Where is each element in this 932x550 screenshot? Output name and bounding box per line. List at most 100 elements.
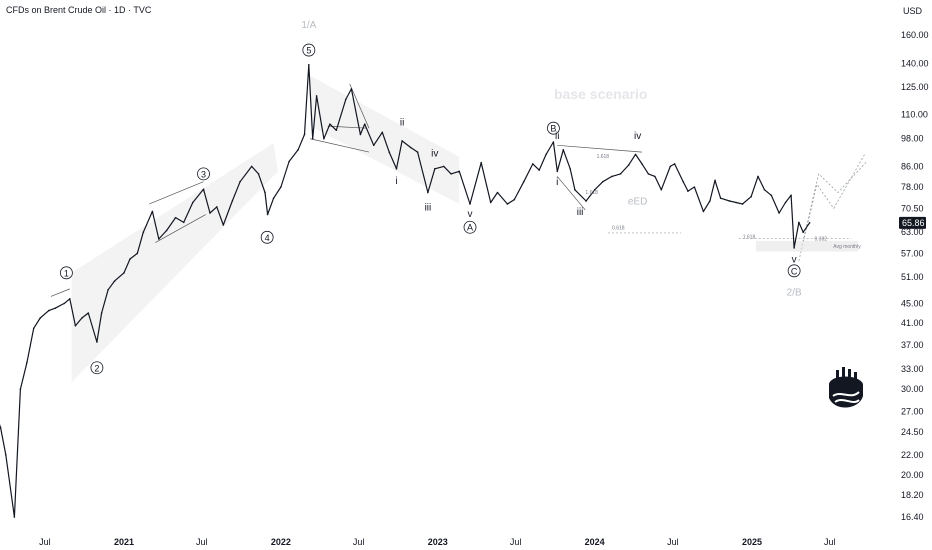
price-point	[323, 137, 325, 140]
price-point	[288, 160, 290, 163]
x-tick-label: 2024	[585, 537, 605, 547]
y-tick-label: 70.50	[901, 203, 924, 213]
price-point	[209, 212, 211, 214]
price-point	[74, 324, 77, 327]
price-point	[714, 179, 716, 182]
price-point	[47, 309, 50, 312]
price-point	[627, 164, 630, 166]
price-point	[693, 186, 696, 188]
price-point	[231, 200, 234, 202]
wave-label-circle	[197, 167, 210, 181]
price-point	[69, 297, 71, 300]
currency-label: USD	[902, 6, 922, 16]
wave-trendline	[149, 181, 204, 205]
wave-label: i	[395, 176, 397, 187]
price-point	[222, 224, 225, 226]
price-point	[709, 200, 711, 202]
price-point	[433, 168, 436, 170]
price-point	[335, 129, 338, 132]
wave-label: ii	[400, 118, 404, 129]
x-tick-label: Jul	[510, 537, 522, 547]
price-point	[191, 201, 194, 204]
y-tick-label: 86.00	[901, 161, 924, 171]
fib-label: 0.618	[612, 226, 625, 232]
x-tick-label: 2025	[742, 537, 762, 547]
price-point	[96, 341, 98, 343]
wave-label: iv	[634, 131, 641, 142]
wave-label: i	[556, 177, 558, 188]
price-point	[719, 197, 722, 199]
price-point	[522, 180, 525, 183]
price-point	[250, 165, 253, 168]
fib-label: 1.618	[585, 190, 598, 196]
price-point	[634, 153, 637, 156]
price-point	[297, 149, 299, 151]
y-tick-label: 160.00	[901, 30, 929, 40]
y-tick-label: 110.00	[901, 109, 928, 119]
diagonal-line	[557, 144, 642, 153]
fib-label: 1.618	[743, 234, 756, 240]
price-point	[647, 173, 650, 175]
scenario-label: base scenario	[554, 86, 647, 102]
price-point	[496, 191, 499, 194]
price-point	[19, 388, 22, 391]
chart-title: CFDs on Brent Crude Oil · 1D · TVC	[6, 5, 152, 15]
projection-path	[798, 154, 865, 262]
price-point	[687, 190, 689, 192]
price-point	[87, 312, 90, 314]
price-point	[409, 146, 412, 149]
wave-label-circle	[302, 43, 316, 57]
y-tick-label: 33.00	[901, 364, 924, 374]
price-point	[660, 188, 663, 191]
price-point	[770, 194, 773, 197]
wave-label: 5	[306, 46, 311, 56]
price-point	[280, 186, 282, 188]
price-point	[13, 516, 16, 518]
price-point	[669, 165, 672, 168]
wave-label-circle	[787, 264, 801, 278]
price-point	[363, 123, 366, 125]
x-axis[interactable]: Jul 2021 Jul 2022 Jul 2023 Jul 2024 Jul 2025 Jul	[39, 537, 835, 547]
y-tick-label: 16.40	[901, 512, 924, 522]
wave-label: v	[468, 209, 473, 220]
price-point	[654, 175, 656, 178]
price-point	[506, 203, 509, 205]
price-point	[216, 206, 218, 208]
price-point	[763, 188, 766, 191]
price-point	[303, 133, 306, 136]
price-point	[136, 252, 139, 255]
wave-label: 1	[64, 268, 69, 278]
price-point	[802, 231, 804, 234]
y-tick-label: 78.00	[901, 182, 924, 192]
y-tick-label: 27.00	[901, 407, 924, 417]
price-point	[329, 123, 331, 125]
wedge-line	[310, 138, 370, 153]
price-point	[702, 210, 705, 213]
wave-label: iii	[425, 202, 432, 213]
price-point	[257, 173, 260, 175]
price-point	[388, 151, 391, 153]
price-point	[202, 188, 205, 191]
series-layer	[0, 63, 811, 518]
price-point	[272, 197, 275, 199]
wedge-line	[327, 125, 367, 129]
y-tick-label: 18.20	[901, 490, 924, 500]
price-point	[793, 247, 795, 249]
y-axis[interactable]: 160.00 140.00 125.00 110.00 98.00 86.00 78.00 7…	[899, 30, 929, 522]
wave-label: v	[792, 255, 797, 266]
wave-label: B	[550, 124, 556, 134]
price-point	[728, 200, 731, 202]
x-tick-label: Jul	[353, 537, 365, 547]
price-point	[315, 95, 318, 97]
y-tick-label: 63.00	[901, 227, 924, 237]
price-point	[264, 191, 266, 194]
price-point	[4, 454, 7, 456]
avg-monthly-zone	[755, 240, 859, 252]
drawings-layer	[50, 83, 868, 297]
wave-label: 3	[201, 169, 206, 179]
wedge-line	[349, 83, 370, 129]
fib-label: 0.382	[815, 236, 828, 242]
wave-label-circle	[463, 220, 477, 234]
